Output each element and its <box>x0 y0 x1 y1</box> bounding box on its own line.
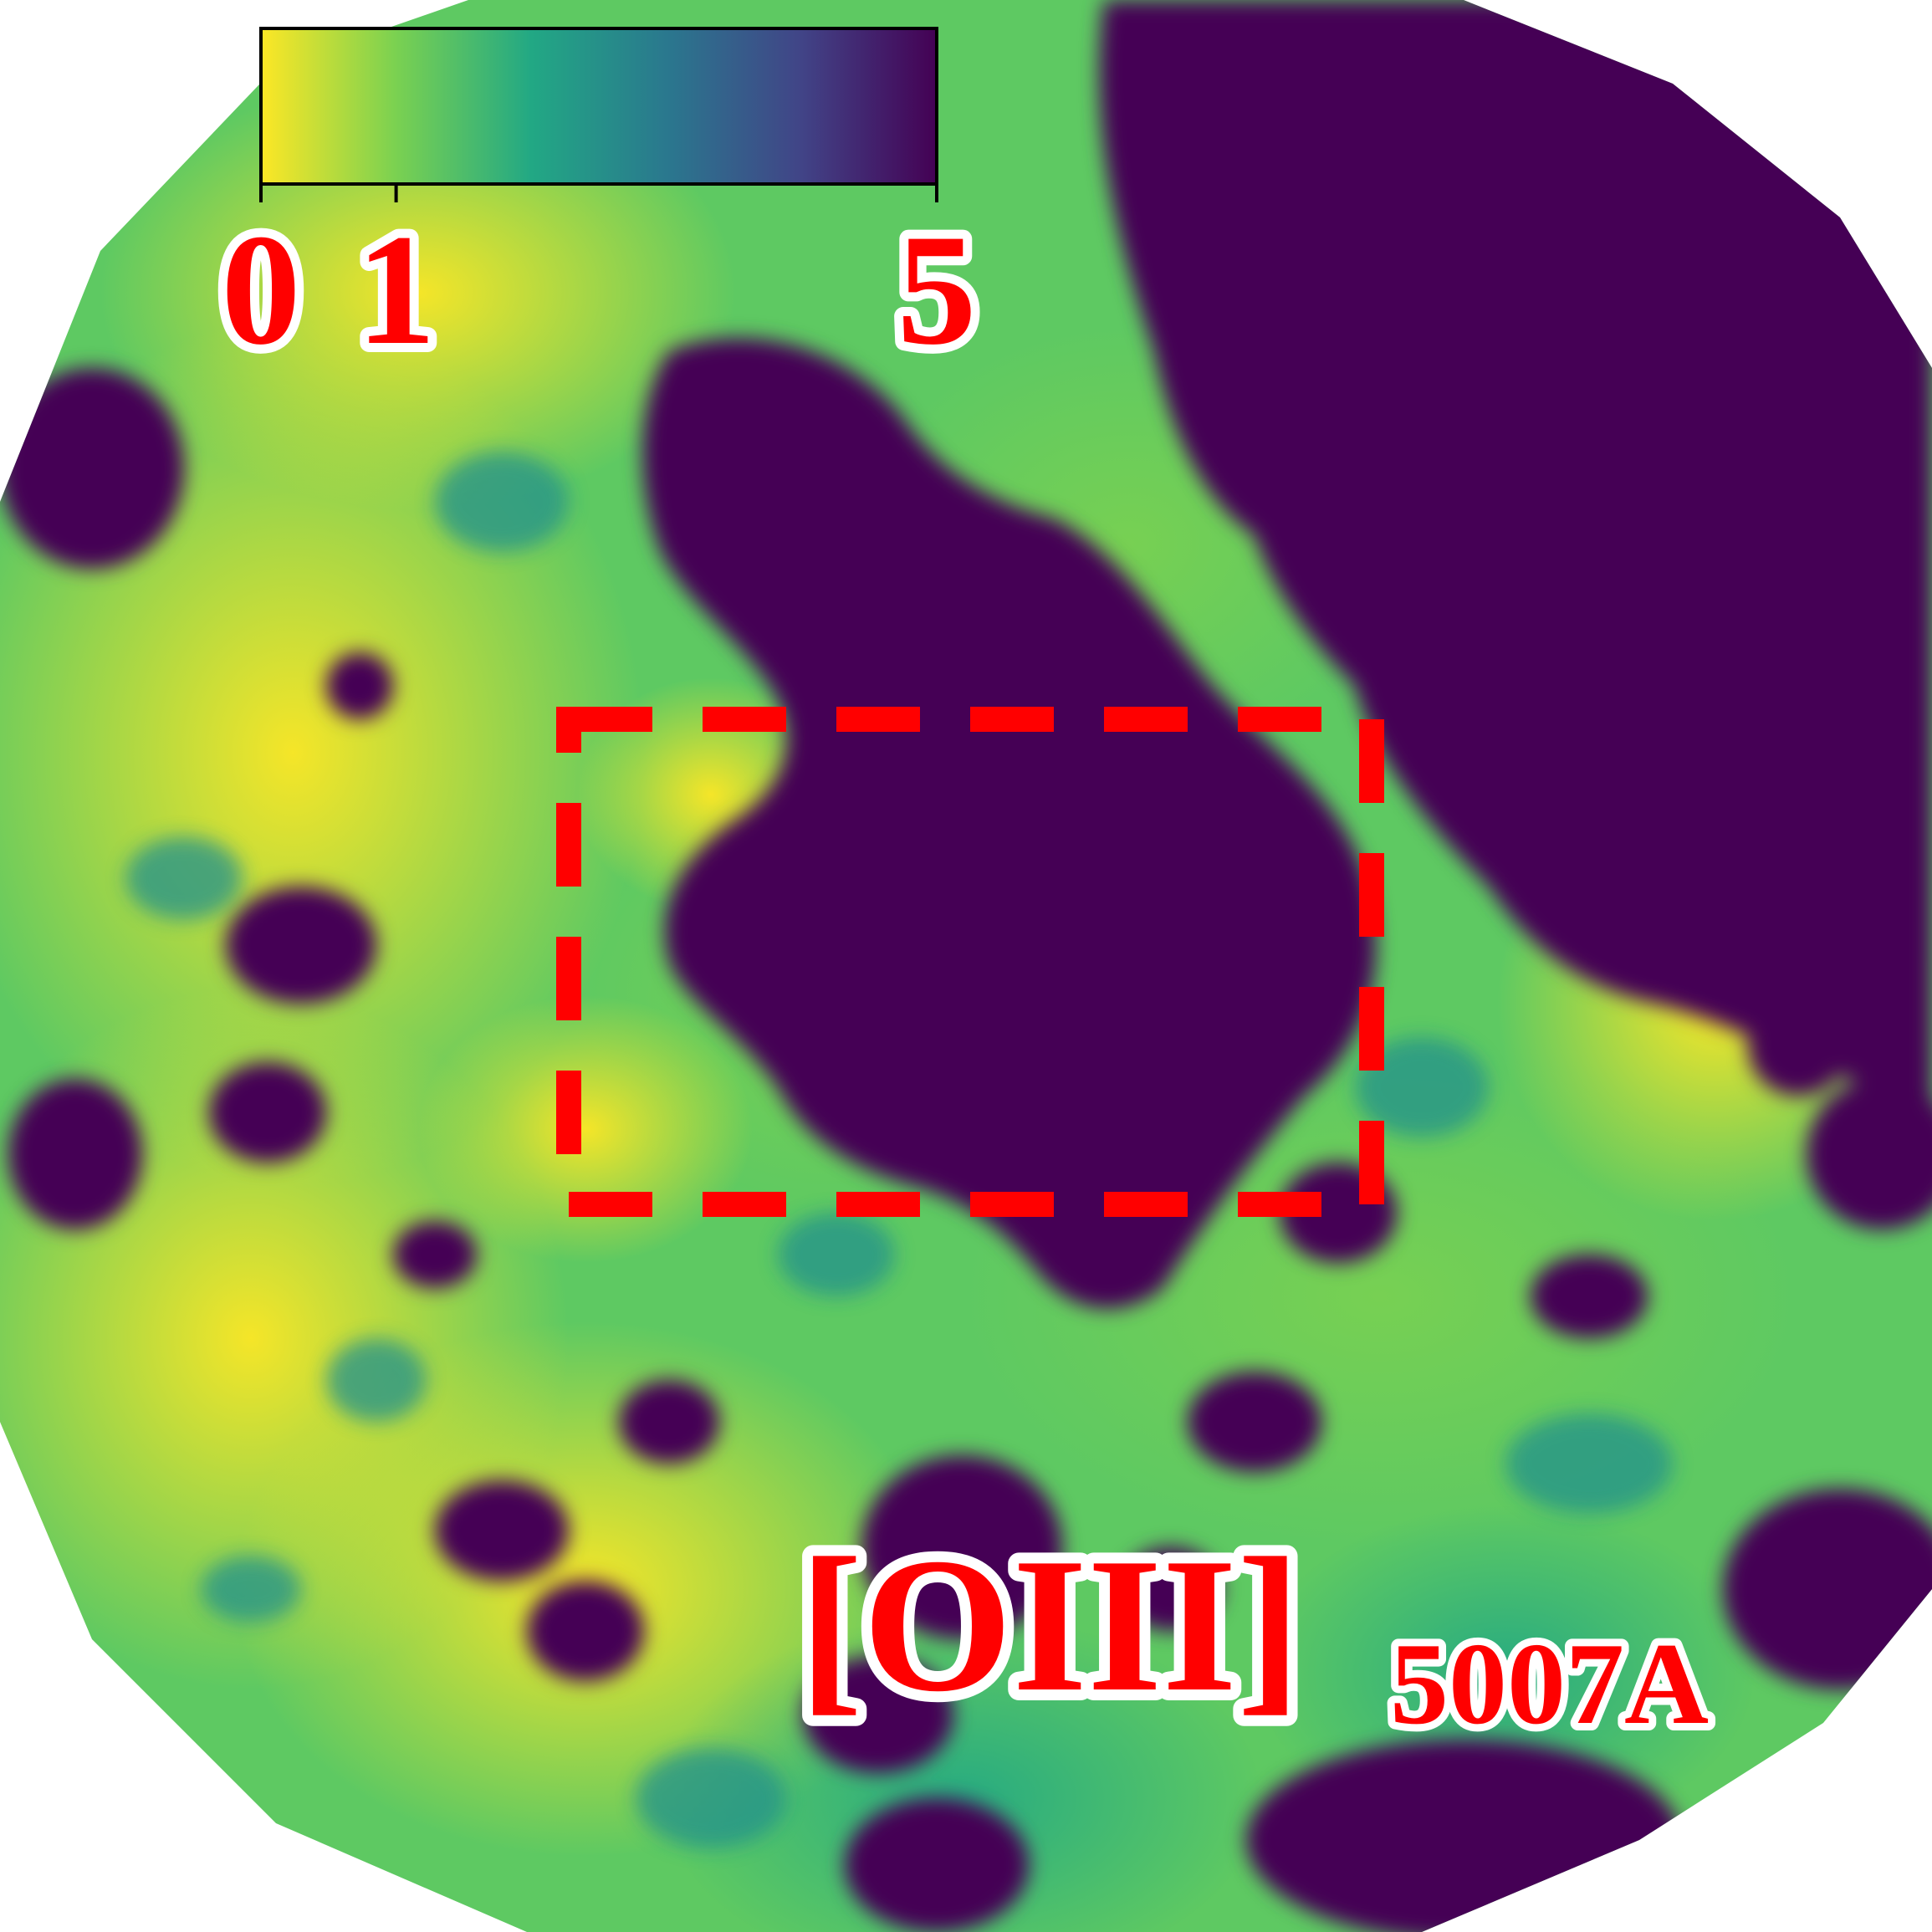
colorbar-tick-label-0: 0 <box>222 202 301 378</box>
colorbar-tick-label-2: 5 <box>897 202 977 378</box>
wavelength-label: 5007A <box>1390 1619 1709 1749</box>
colorbar-gradient <box>259 27 938 186</box>
highlight-region-box <box>556 707 1384 1217</box>
map-mid-regions <box>125 452 1673 1848</box>
line-annotation: [OIII] 5007A <box>788 1507 1716 1756</box>
line-label: [OIII] <box>799 1518 1301 1731</box>
colorbar-tick-label-1: 1 <box>356 202 436 378</box>
